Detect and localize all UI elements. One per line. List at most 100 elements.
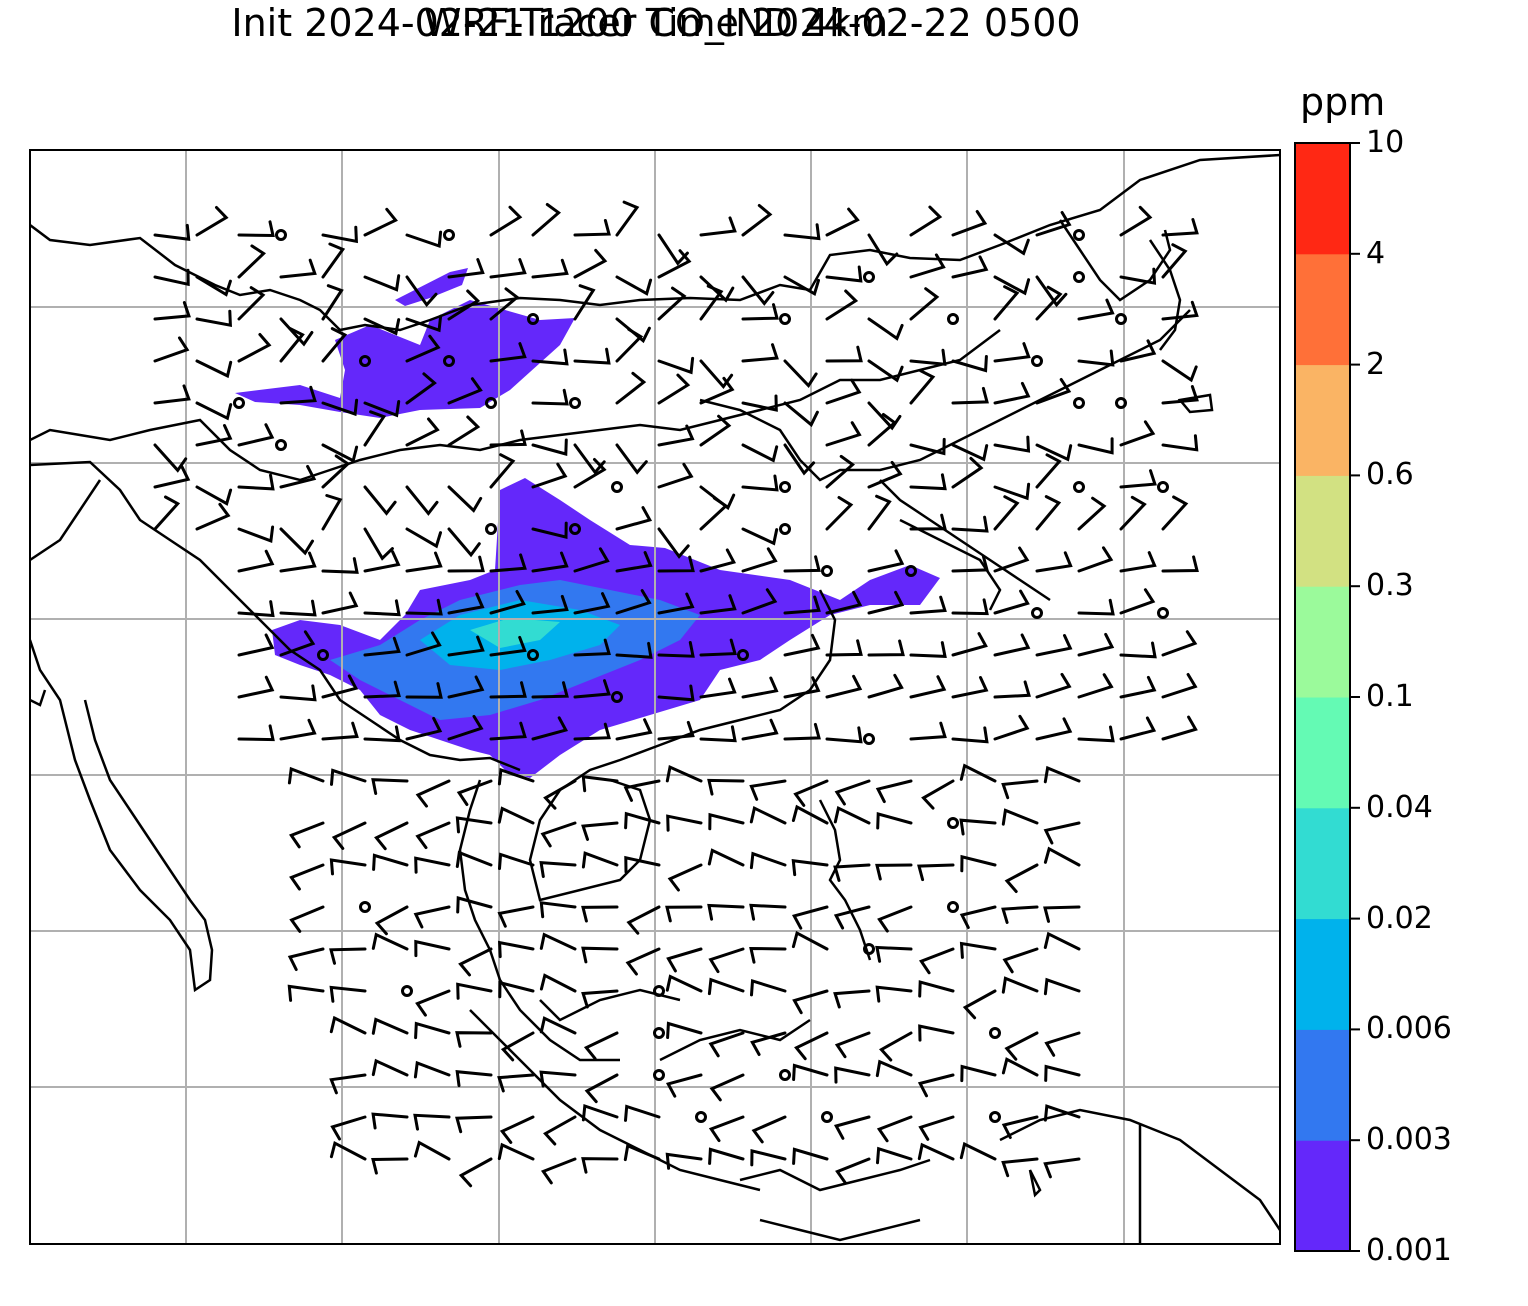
wind-barb (455, 1070, 493, 1088)
wind-barb (581, 989, 619, 1009)
wind-barb (951, 554, 989, 573)
wind-barb (833, 806, 871, 825)
wind-barb (489, 342, 527, 363)
wind-barb (153, 268, 190, 287)
wind-barb (1077, 673, 1114, 699)
wind-barb (833, 989, 871, 1009)
wind-barb (331, 821, 367, 850)
wind-barb (1035, 551, 1073, 573)
wind-calm-marker (611, 691, 623, 703)
wind-barb (539, 901, 577, 919)
wind-barb (195, 502, 231, 531)
wind-calm-marker (653, 1069, 665, 1081)
wind-barb (921, 779, 955, 810)
wind-barb (372, 853, 409, 871)
wind-barb (237, 244, 267, 279)
wind-barb (909, 675, 947, 699)
wind-barb (657, 249, 692, 279)
wind-barb (153, 495, 181, 531)
wind-calm-marker (1115, 397, 1127, 409)
wind-calm-marker (275, 229, 287, 241)
wind-barb (875, 985, 913, 1003)
wind-barb (573, 592, 611, 615)
wind-calm-marker (317, 649, 329, 661)
wind-barb (497, 1142, 535, 1161)
colorbar-tick-label: 0.003 (1366, 1122, 1452, 1158)
wind-barb (833, 863, 871, 882)
wind-calm-marker (527, 313, 539, 325)
wind-barb (699, 216, 737, 237)
colorbar-segment (1295, 697, 1350, 809)
colorbar-tick-label: 0.006 (1366, 1011, 1452, 1047)
wind-barb (287, 947, 325, 971)
wind-barb (153, 223, 191, 242)
wind-barb (498, 940, 535, 959)
wind-barb (918, 1115, 955, 1141)
wind-barb (959, 818, 997, 836)
wind-barb (1044, 1031, 1081, 1057)
wind-barb (279, 258, 317, 279)
wind-barb (623, 1143, 661, 1162)
colorbar-segment (1295, 1140, 1350, 1252)
wind-barb (749, 903, 787, 921)
wind-barb (405, 485, 439, 516)
wind-barb (741, 303, 779, 321)
wind-barb (363, 599, 401, 617)
wind-barb (489, 429, 527, 447)
wind-barb (917, 863, 955, 882)
wind-calm-marker (1031, 607, 1043, 619)
wind-barb (615, 443, 648, 475)
wind-barb (699, 376, 735, 405)
wind-barb (741, 204, 773, 237)
wind-barb (500, 1031, 535, 1062)
wind-barb (573, 547, 610, 573)
wind-barb (539, 860, 577, 878)
wind-barb (456, 982, 493, 1000)
wind-barb (615, 641, 653, 659)
wind-barb (321, 721, 359, 741)
colorbar-segment (1295, 918, 1350, 1030)
wind-barb (1035, 672, 1072, 699)
wind-barb (825, 674, 863, 699)
wind-barb (708, 1147, 745, 1165)
wind-barb (993, 680, 1031, 699)
wind-barb (573, 458, 607, 489)
wind-barb (321, 454, 351, 489)
wind-barb (489, 721, 527, 741)
wind-barb (581, 1103, 619, 1122)
wind-barb (531, 681, 569, 699)
wind-barb (783, 401, 819, 428)
wind-barb (455, 816, 493, 834)
wind-barb (405, 275, 438, 308)
wind-barb (405, 230, 443, 249)
wind-calm-marker (947, 313, 959, 325)
wind-barb (1001, 1057, 1039, 1077)
wind-barb (543, 779, 577, 810)
wind-barb (834, 779, 871, 806)
wind-barb (783, 555, 821, 573)
wind-barb (1119, 469, 1157, 489)
wind-barb (708, 947, 745, 974)
plume-north (235, 300, 575, 418)
wind-barb (959, 941, 997, 959)
wind-barb (741, 443, 779, 463)
wind-barb (363, 527, 394, 561)
wind-barb (330, 768, 367, 786)
wind-barb (993, 482, 1031, 501)
wind-barb (405, 334, 441, 363)
wind-barb (791, 905, 829, 930)
wind-barb (1077, 546, 1114, 573)
wind-barb (657, 592, 695, 615)
wind-barb (405, 527, 442, 549)
wind-barb (665, 1152, 703, 1170)
wind-barb (709, 1073, 745, 1102)
wind-barb (583, 1031, 619, 1061)
colorbar-tick-label: 0.001 (1366, 1233, 1452, 1268)
wind-barb (615, 589, 652, 615)
wind-barb (374, 821, 409, 851)
wind-barb (1035, 453, 1062, 489)
wind-barb (415, 821, 451, 850)
wind-barb (531, 203, 562, 237)
wind-barb (1161, 630, 1198, 657)
